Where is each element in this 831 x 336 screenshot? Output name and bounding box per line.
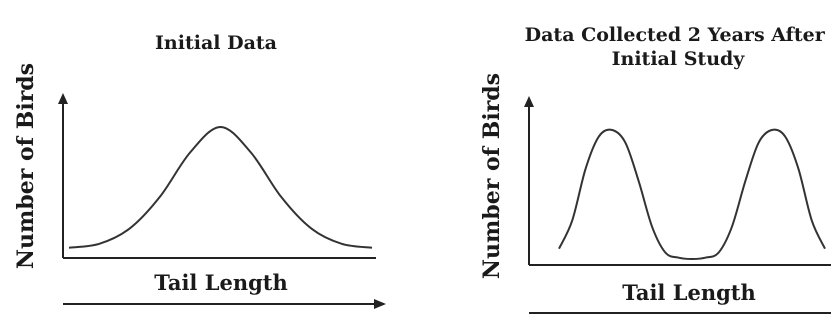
x-axis-label-after: Tail Length [622, 280, 756, 305]
chart-after-two-years: Data Collected 2 Years After Initial Stu… [479, 24, 831, 314]
chart-initial-data: Initial Data Number of Birds Tail Length [13, 32, 386, 309]
y-axis-label-initial: Number of Birds [13, 63, 39, 269]
y-axis-label-after: Number of Birds [479, 73, 505, 279]
series-line-after [558, 128, 826, 261]
y-axis-arrow-icon-initial [58, 93, 68, 104]
chart-title-after-line-2: Initial Study [612, 48, 746, 70]
chart-title-after-line-1: Data Collected 2 Years After [525, 24, 826, 46]
y-axis-arrow-icon-after [524, 96, 534, 107]
series-line-initial [68, 125, 373, 249]
x-direction-arrow-icon-initial [374, 299, 386, 309]
chart-title-initial: Initial Data [155, 32, 277, 54]
x-axis-label-initial: Tail Length [154, 270, 288, 295]
chart-title-after: Data Collected 2 Years After Initial Stu… [525, 24, 831, 70]
